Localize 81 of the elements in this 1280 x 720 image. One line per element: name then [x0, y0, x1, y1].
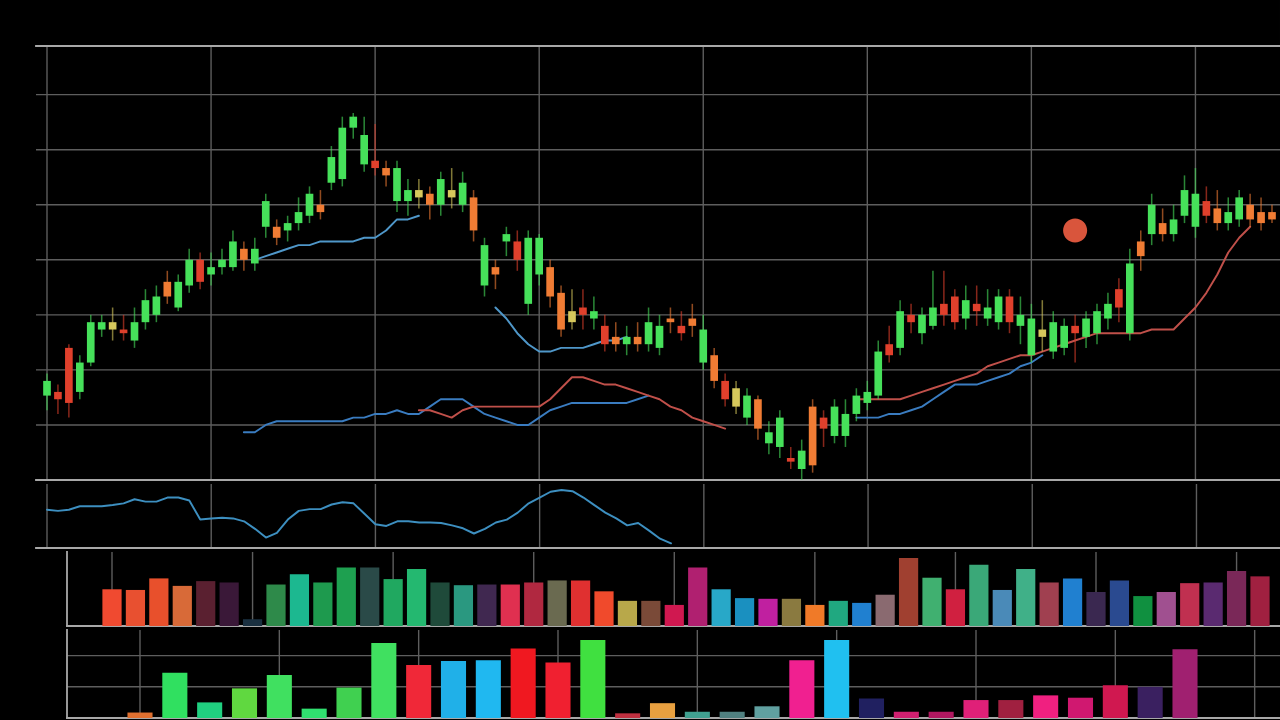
bar	[998, 700, 1024, 718]
bar	[852, 602, 872, 626]
bar	[242, 619, 263, 626]
bar	[969, 564, 989, 626]
bar	[719, 711, 745, 718]
bar	[1180, 583, 1200, 626]
bar	[893, 711, 919, 718]
bar	[266, 675, 292, 718]
bar	[1109, 580, 1130, 626]
bar	[922, 577, 942, 626]
bar	[360, 567, 380, 626]
bar	[649, 703, 676, 718]
bar	[594, 591, 614, 626]
bar	[684, 711, 710, 718]
bar	[196, 581, 216, 626]
bar	[1016, 568, 1036, 626]
bar	[1086, 592, 1106, 626]
bar	[617, 600, 638, 626]
bar	[898, 558, 919, 626]
bar	[781, 598, 802, 626]
bar	[371, 643, 397, 718]
bar	[313, 582, 333, 626]
bar	[162, 672, 188, 718]
bar	[510, 648, 536, 718]
bar	[875, 594, 895, 626]
bar	[1156, 592, 1176, 626]
bar	[197, 702, 223, 718]
bar	[406, 664, 432, 718]
bar	[475, 660, 501, 718]
bar	[125, 589, 146, 626]
bar	[1203, 582, 1223, 626]
bar	[963, 700, 989, 718]
bar	[734, 598, 755, 626]
bar	[1062, 578, 1083, 626]
bar	[758, 598, 778, 626]
bar	[547, 580, 567, 626]
bar	[1172, 649, 1198, 718]
bar	[580, 640, 606, 718]
bar	[615, 713, 641, 718]
bar	[524, 582, 544, 626]
bar	[477, 584, 497, 626]
bar	[641, 600, 661, 626]
bar	[1250, 576, 1270, 626]
bar	[828, 600, 848, 626]
bar	[266, 584, 286, 626]
bar	[1033, 695, 1059, 718]
bar	[172, 585, 192, 626]
bar	[688, 567, 708, 626]
bar	[789, 660, 815, 718]
bar	[231, 688, 258, 718]
bar	[1226, 570, 1247, 626]
bar	[824, 640, 850, 718]
bar	[336, 687, 362, 718]
bar	[289, 574, 310, 626]
bar	[383, 579, 403, 626]
bar	[945, 589, 966, 626]
bar	[664, 604, 684, 626]
bar	[805, 604, 825, 626]
bar	[149, 578, 169, 626]
bar	[1133, 596, 1153, 626]
bar	[1067, 697, 1094, 718]
bar	[754, 706, 780, 718]
bar	[711, 589, 731, 626]
bar	[453, 585, 474, 626]
bar	[127, 712, 153, 718]
bar	[440, 661, 467, 718]
bar	[1102, 685, 1128, 718]
bar	[928, 711, 954, 718]
bar	[336, 567, 356, 626]
bar	[545, 662, 571, 718]
bar	[1137, 686, 1163, 718]
bar	[500, 584, 520, 626]
bar	[406, 568, 427, 626]
bar	[1039, 582, 1059, 626]
bar	[219, 582, 239, 626]
bar	[301, 708, 327, 718]
bar	[992, 589, 1012, 626]
bar	[858, 698, 885, 718]
bar	[102, 589, 122, 626]
bar	[570, 580, 591, 626]
bar	[430, 582, 450, 626]
